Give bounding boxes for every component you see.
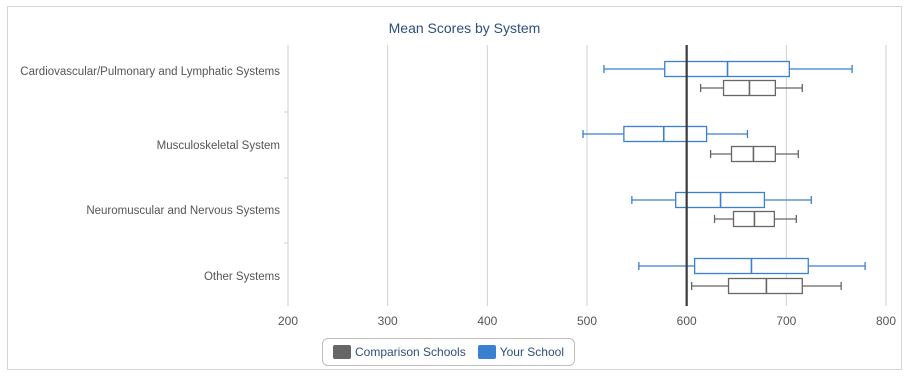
x-tick-label-500: 500 (577, 314, 597, 328)
legend-item-comparison[interactable]: Comparison Schools (333, 345, 466, 359)
legend-label-comparison: Comparison Schools (355, 345, 466, 359)
legend-swatch-your-school (477, 345, 496, 359)
legend-item-your-school[interactable]: Your School (477, 345, 564, 359)
category-label-neuromuscular: Neuromuscular and Nervous Systems (86, 205, 280, 217)
chart-title: Mean Scores by System (388, 20, 541, 36)
x-tick-label-700: 700 (776, 314, 796, 328)
category-label-cardiovascular: Cardiovascular/Pulmonary and Lymphatic S… (20, 66, 280, 78)
x-tick-label-300: 300 (378, 314, 398, 328)
x-tick-label-400: 400 (477, 314, 497, 328)
x-tick-label-600: 600 (677, 314, 697, 328)
x-tick-label-200: 200 (278, 314, 298, 328)
comparison-box-3-box (727, 277, 803, 295)
x-tick-label-800: 800 (876, 314, 896, 328)
legend-label-your-school: Your School (499, 345, 564, 359)
category-label-other: Other Systems (203, 271, 280, 283)
chart-legend: Comparison Schools Your School (322, 338, 575, 366)
category-label-musculoskeletal: Musculoskeletal System (156, 140, 280, 152)
your-school-box-1-box (623, 125, 708, 143)
legend-swatch-comparison (333, 345, 351, 359)
